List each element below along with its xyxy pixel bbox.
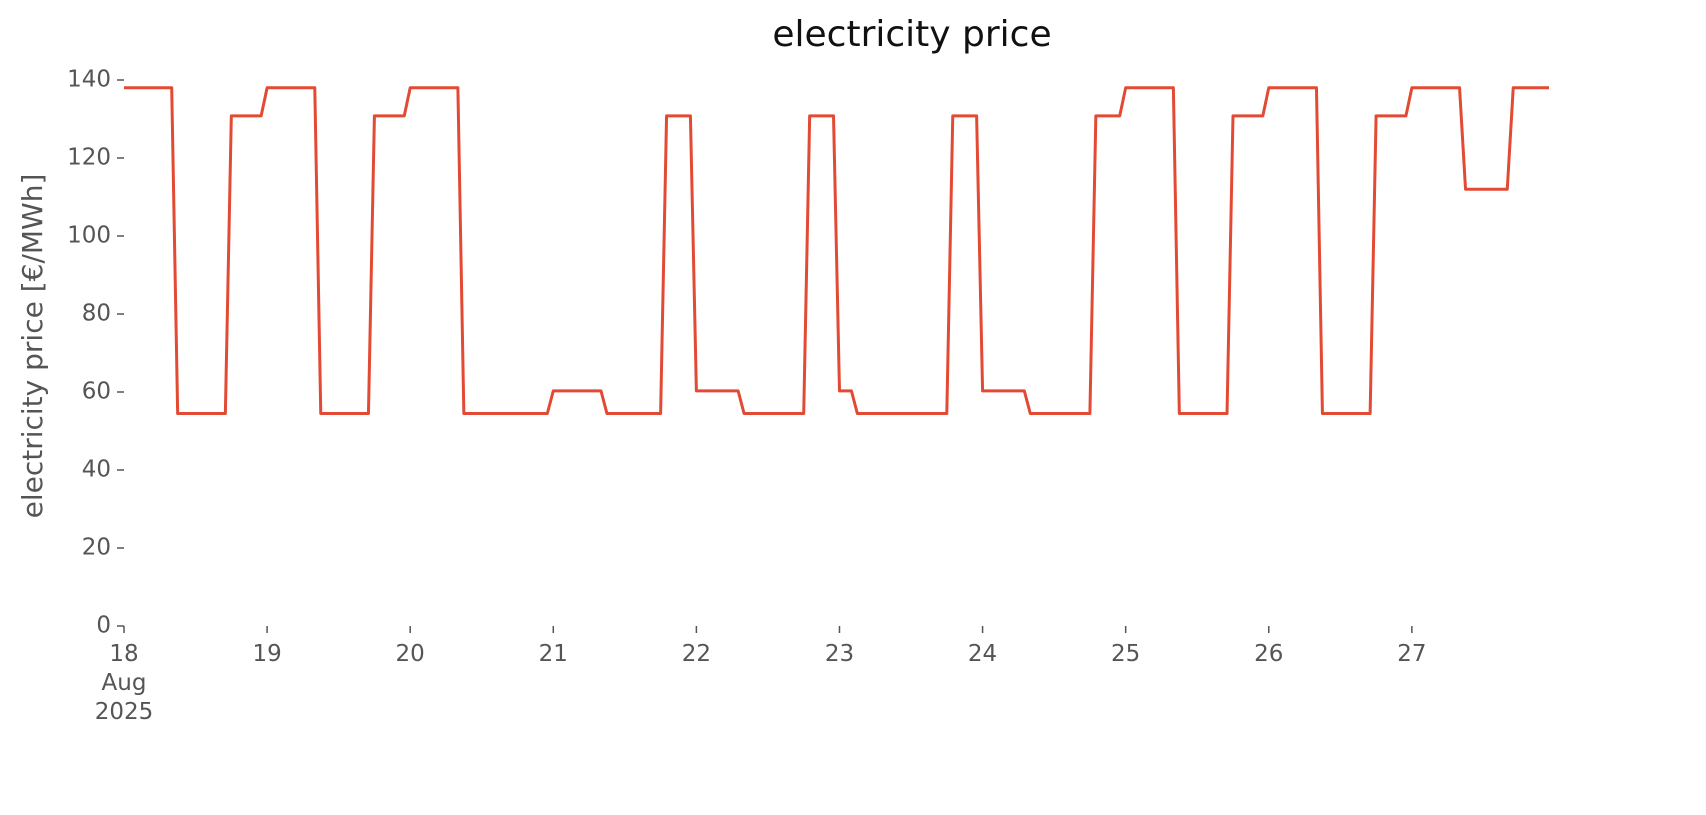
y-axis-label: electricity price [€/MWh] — [16, 174, 49, 519]
price-line — [124, 86, 1549, 415]
x-tick-label: 26 — [1254, 641, 1284, 667]
y-tick-label: 100 — [67, 223, 111, 249]
x-tick-label: 18 Aug 2025 — [94, 641, 154, 725]
y-tick-label: 20 — [82, 535, 111, 561]
y-tick-label: 0 — [96, 613, 111, 639]
x-tick-label: 24 — [967, 641, 998, 667]
chart-title: electricity price — [772, 14, 1051, 55]
y-tick-label: 60 — [82, 379, 111, 405]
x-tick-label: 21 — [538, 641, 568, 667]
x-tick-label: 19 — [252, 641, 282, 667]
x-tick-label: 27 — [1397, 641, 1427, 667]
x-tick-label: 23 — [824, 641, 855, 667]
y-tick-label: 120 — [67, 145, 111, 171]
x-tick-label: 22 — [681, 641, 712, 667]
y-tick-label: 40 — [82, 457, 111, 483]
x-tick-label: 25 — [1111, 641, 1141, 667]
y-tick-label: 80 — [82, 301, 111, 327]
y-tick-label: 140 — [67, 67, 111, 93]
x-tick-label: 20 — [395, 641, 425, 667]
